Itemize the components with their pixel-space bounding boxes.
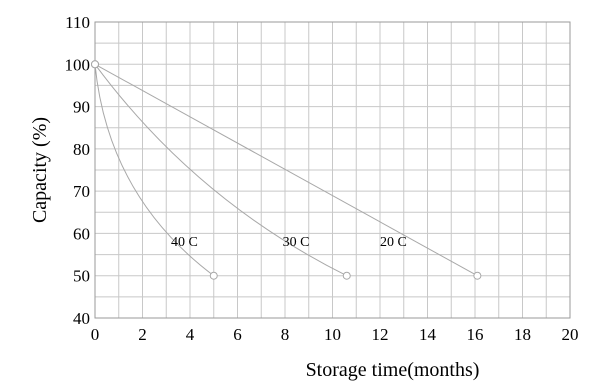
x-tick-label: 14 (419, 325, 437, 344)
y-axis-label: Capacity (%) (29, 117, 51, 223)
series-layer: 40 C 30 C 20 C (91, 60, 482, 280)
x-tick-label: 12 (372, 325, 389, 344)
y-tick-label: 70 (73, 182, 90, 201)
data-point (473, 271, 482, 280)
grid (95, 22, 570, 318)
y-tick-label: 100 (65, 55, 91, 74)
series-line (94, 63, 478, 277)
data-point (209, 271, 218, 280)
data-point (342, 271, 351, 280)
x-tick-label: 16 (467, 325, 484, 344)
series-label: 20 C (380, 235, 407, 250)
x-tick-label: 2 (138, 325, 147, 344)
y-tick-label: 50 (73, 267, 90, 286)
series-line (94, 64, 215, 277)
series-label: 40 C (171, 235, 198, 250)
y-tick-label: 40 (73, 309, 90, 328)
tick-labels: 0 2 4 6 8 10 12 14 16 18 20 40 50 60 70 80 90 100 110 (65, 13, 579, 344)
x-axis-label: Storage time(months) (306, 359, 480, 381)
series-line (94, 63, 347, 277)
y-tick-label: 110 (65, 13, 90, 32)
x-tick-label: 6 (233, 325, 242, 344)
data-point (91, 60, 99, 69)
x-tick-label: 4 (186, 325, 195, 344)
plot-frame (94, 21, 571, 319)
x-tick-label: 8 (281, 325, 290, 344)
x-tick-label: 20 (562, 325, 579, 344)
x-tick-label: 0 (91, 325, 100, 344)
x-tick-label: 18 (514, 325, 531, 344)
series-label: 30 C (283, 235, 310, 250)
x-tick-label: 10 (324, 325, 341, 344)
y-tick-label: 80 (73, 140, 90, 159)
y-tick-label: 90 (73, 98, 90, 117)
y-tick-label: 60 (73, 224, 90, 243)
